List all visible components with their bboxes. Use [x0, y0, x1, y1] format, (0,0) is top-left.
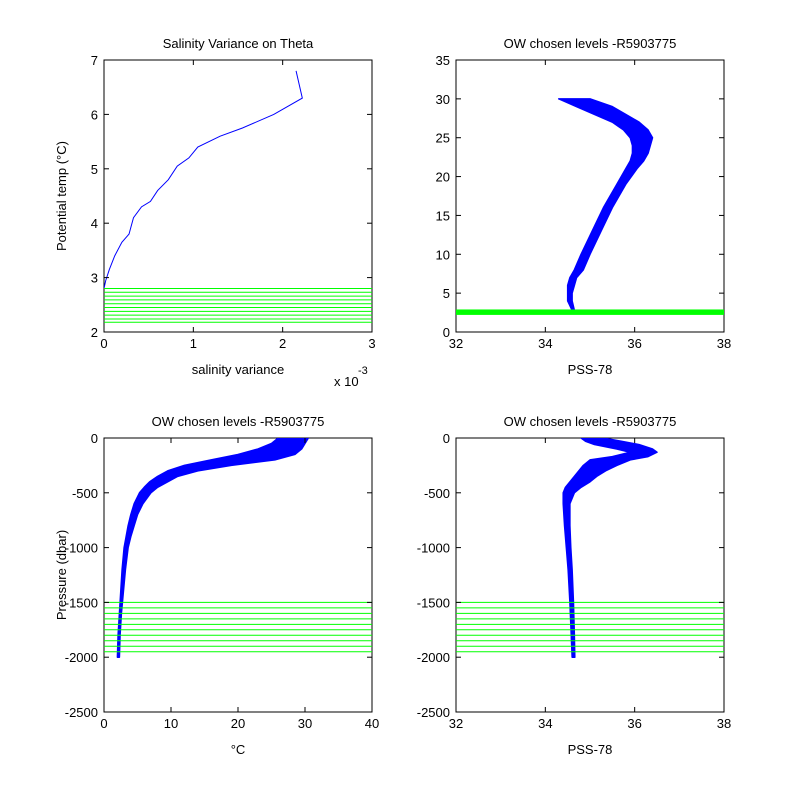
x-tick-label: 0 — [100, 336, 107, 351]
chart-panel-4: 32 34 36 38 -2500 -2000 -1500 -1000 -500 0 OW chos… — [417, 414, 731, 757]
y-tick-label: 5 — [443, 286, 450, 301]
x-tick-label: 36 — [627, 336, 641, 351]
chart-title: OW chosen levels -R5903775 — [504, 36, 677, 51]
plot-content — [104, 438, 372, 658]
x-tick-label: 32 — [449, 716, 463, 731]
y-tick-label: 6 — [91, 107, 98, 122]
y-tick-label: -1000 — [417, 541, 450, 556]
y-tick-label: -2500 — [65, 705, 98, 720]
y-tick-label: 3 — [91, 271, 98, 286]
y-tick-label: -1500 — [417, 595, 450, 610]
plot-area — [103, 437, 373, 713]
x-axis-exponent: -3 — [358, 365, 368, 377]
y-tick-label: -1500 — [65, 595, 98, 610]
level-band — [456, 309, 724, 315]
y-tick-label: 5 — [91, 162, 98, 177]
x-tick-label: 2 — [279, 336, 286, 351]
x-tick-label: 40 — [365, 716, 379, 731]
plot-content — [456, 438, 724, 658]
plot-area — [103, 59, 373, 333]
y-tick-label: 7 — [91, 53, 98, 68]
x-axis-label: salinity variance — [192, 362, 285, 377]
x-tick-label: 30 — [298, 716, 312, 731]
chart-title: Salinity Variance on Theta — [163, 36, 314, 51]
profile-envelope — [116, 438, 310, 658]
x-tick-label: 10 — [164, 716, 178, 731]
y-tick-label: 2 — [91, 325, 98, 340]
chart-panel-1: 0 1 2 3 2 3 4 5 6 7 Salinity Variance on Theta sali… — [54, 36, 376, 389]
x-tick-label: 38 — [717, 716, 731, 731]
y-tick-label: -2000 — [417, 650, 450, 665]
y-axis-label: Pressure (dbar) — [54, 530, 69, 620]
y-tick-label: 10 — [436, 247, 450, 262]
chart-panel-2: 32 34 36 38 0 5 10 15 20 25 30 35 OW chosen levels -… — [436, 36, 732, 377]
x-axis-multiplier: x 10 — [334, 374, 359, 389]
y-tick-label: 25 — [436, 131, 450, 146]
y-tick-label: -2000 — [65, 650, 98, 665]
x-axis-label: °C — [231, 742, 246, 757]
profile-envelope — [557, 98, 654, 311]
y-tick-label: 0 — [443, 325, 450, 340]
chart-title: OW chosen levels -R5903775 — [152, 414, 325, 429]
y-tick-label: 0 — [443, 431, 450, 446]
y-tick-label: 35 — [436, 53, 450, 68]
x-tick-label: 32 — [449, 336, 463, 351]
x-tick-label: 36 — [627, 716, 641, 731]
x-axis-label: PSS-78 — [568, 362, 613, 377]
x-tick-label: 38 — [717, 336, 731, 351]
y-tick-label: -1000 — [65, 541, 98, 556]
x-tick-label: 0 — [100, 716, 107, 731]
y-tick-label: -500 — [424, 486, 450, 501]
y-tick-label: 0 — [91, 431, 98, 446]
data-series-line — [104, 70, 303, 289]
x-tick-label: 34 — [538, 716, 552, 731]
y-tick-label: 30 — [436, 92, 450, 107]
x-axis-label: PSS-78 — [568, 742, 613, 757]
x-tick-label: 34 — [538, 336, 552, 351]
chart-title: OW chosen levels -R5903775 — [504, 414, 677, 429]
x-tick-label: 1 — [190, 336, 197, 351]
plot-area — [455, 437, 725, 713]
y-tick-label: -500 — [72, 486, 98, 501]
y-tick-label: -2500 — [417, 705, 450, 720]
x-tick-label: 20 — [231, 716, 245, 731]
y-tick-label: 20 — [436, 170, 450, 185]
y-axis-label: Potential temp (°C) — [54, 141, 69, 251]
plot-content — [456, 98, 724, 315]
plot-content — [104, 70, 372, 323]
chart-panel-3: 0 10 20 30 40 -2500 -2000 -1500 -1000 -500 0 OW cho… — [54, 414, 379, 757]
y-tick-label: 4 — [91, 216, 98, 231]
x-tick-label: 3 — [368, 336, 375, 351]
y-tick-label: 15 — [436, 208, 450, 223]
